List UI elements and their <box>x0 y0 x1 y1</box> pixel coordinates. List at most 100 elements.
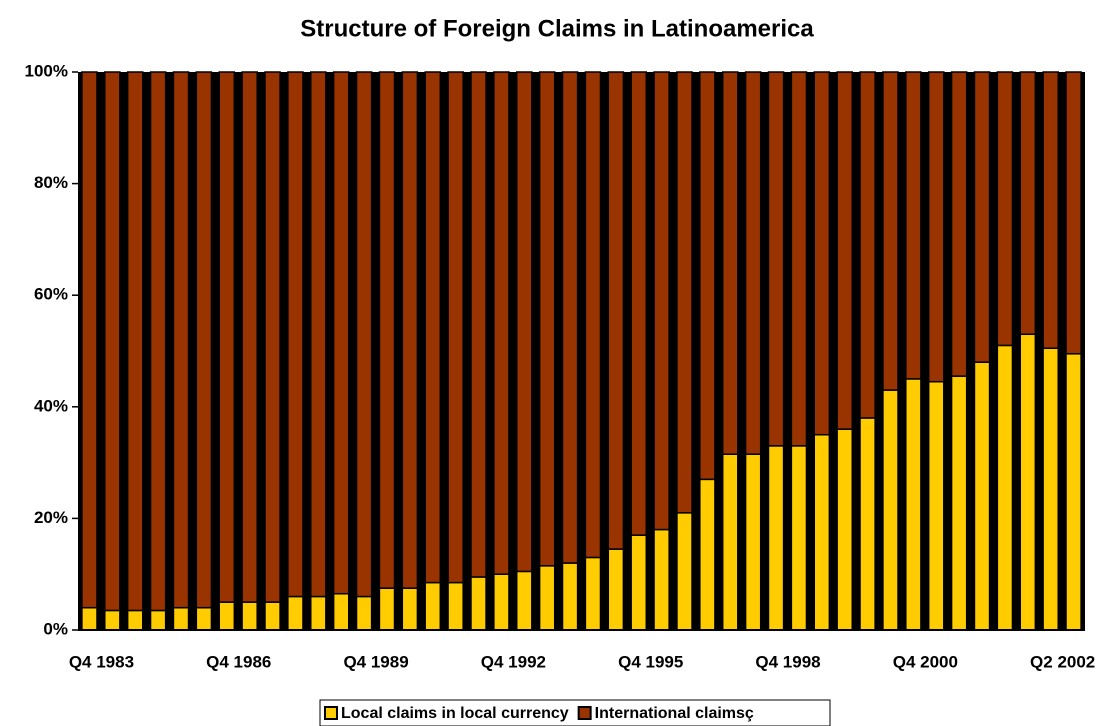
bar-segment <box>493 71 510 575</box>
bar-segment <box>81 71 98 609</box>
bar-segment <box>515 71 533 573</box>
bar-segment <box>264 71 281 603</box>
bar-segment <box>332 71 350 595</box>
bar-segment <box>859 71 876 419</box>
bar-segment <box>561 71 579 564</box>
bar-segment <box>493 573 510 631</box>
legend-swatch <box>324 706 338 720</box>
bar-segment <box>1065 71 1082 355</box>
bar-segment <box>81 606 98 631</box>
bar-segment <box>607 548 625 631</box>
bar-segment <box>607 71 625 550</box>
bar-segment <box>950 71 968 377</box>
bar-segment <box>447 581 464 631</box>
bar-segment <box>584 556 602 631</box>
bar-segment <box>882 71 899 391</box>
bar-segment <box>538 565 556 631</box>
bar-segment <box>378 587 396 631</box>
bar-segment <box>241 601 258 631</box>
bar-segment <box>264 601 281 631</box>
bar-segment <box>126 71 144 612</box>
bar-segment <box>973 361 991 631</box>
bar-segment <box>401 587 419 631</box>
bar-segment <box>172 71 190 609</box>
x-tick-label: Q4 1992 <box>481 652 546 671</box>
bar-segment <box>767 445 785 631</box>
bar-segment <box>996 71 1014 347</box>
bar-segment <box>927 71 945 383</box>
bar-segment <box>287 595 304 631</box>
bar-segment <box>744 453 762 631</box>
bar-segment <box>149 71 167 612</box>
bar-segment <box>470 71 487 578</box>
bar-segment <box>1042 71 1059 349</box>
bar-segment <box>1019 333 1037 631</box>
bar-segment <box>447 71 464 584</box>
bar-segment <box>355 71 373 598</box>
x-tick-label: Q2 2002 <box>1030 652 1095 671</box>
bar-segment <box>218 601 236 631</box>
bar-segment <box>813 71 831 436</box>
bar-segment <box>515 570 533 631</box>
bar-segment <box>630 71 648 536</box>
bar-segment <box>836 71 853 430</box>
bar-segment <box>767 71 785 447</box>
bar-segment <box>195 606 213 631</box>
bar-segment <box>424 581 442 631</box>
bar-segment <box>1042 347 1059 631</box>
bar-segment <box>104 71 121 612</box>
y-tick-label: 100% <box>25 61 68 80</box>
bar-segment <box>287 71 304 598</box>
bar-segment <box>744 71 762 455</box>
bar-segment <box>653 528 670 631</box>
y-tick-label: 20% <box>34 508 68 527</box>
bar-segment <box>332 592 350 631</box>
x-tick-label: Q4 1995 <box>618 652 683 671</box>
bar-segment <box>721 453 739 631</box>
legend-swatch <box>577 706 592 720</box>
x-tick-label: Q4 1998 <box>755 652 820 671</box>
bar-segment <box>470 576 487 631</box>
bar-segment <box>241 71 258 603</box>
bar-segment <box>676 71 693 514</box>
bar-segment <box>310 71 327 598</box>
y-tick-label: 0% <box>43 619 68 638</box>
bar-segment <box>973 71 991 363</box>
bar-segment <box>905 378 922 631</box>
chart-title: Structure of Foreign Claims in Latinoame… <box>300 15 814 42</box>
bar-segment <box>538 71 556 567</box>
bar-segment <box>996 344 1014 631</box>
bar-segment <box>561 562 579 631</box>
bar-segment <box>310 595 327 631</box>
bar-segment <box>699 478 716 631</box>
bar-segment <box>790 445 808 631</box>
bar-segment <box>218 71 236 603</box>
x-tick-label: Q4 1986 <box>206 652 271 671</box>
bar-segment <box>424 71 442 584</box>
bar-segment <box>950 375 968 631</box>
bar-segment <box>355 595 373 631</box>
y-tick-label: 80% <box>34 173 68 192</box>
bar-segment <box>927 380 945 631</box>
bar-segment <box>378 71 396 589</box>
bar-segment <box>790 71 808 447</box>
bar-segment <box>676 512 693 631</box>
y-tick-label: 40% <box>34 396 68 415</box>
bar-segment <box>1065 353 1082 631</box>
bar-segment <box>905 71 922 380</box>
bar-segment <box>584 71 602 559</box>
legend-box <box>319 699 831 726</box>
legend-label: Local claims in local currency <box>341 705 569 722</box>
bar-segment <box>126 609 144 631</box>
bar-segment <box>104 609 121 631</box>
bar-segment <box>836 428 853 631</box>
x-tick-label: Q4 1989 <box>343 652 408 671</box>
bar-segment <box>401 71 419 589</box>
bar-segment <box>813 433 831 631</box>
bar-segment <box>149 609 167 631</box>
bar-segment <box>630 534 648 631</box>
x-tick-label: Q4 2000 <box>893 652 958 671</box>
bar-segment <box>859 417 876 631</box>
x-tick-label: Q4 1983 <box>69 652 134 671</box>
